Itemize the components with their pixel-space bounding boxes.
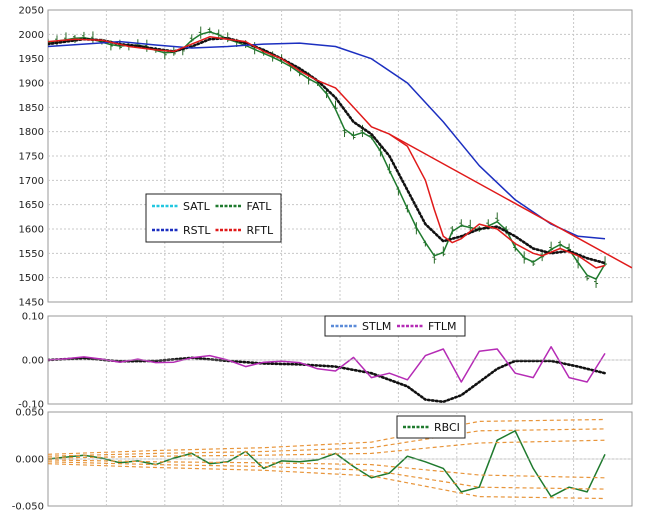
y-tick-label: 0.00 [22,356,44,367]
series-band-6 [48,463,606,500]
y-tick-label: 0.050 [15,408,44,419]
y-tick-label: 1550 [19,249,44,260]
y-tick-label: 1450 [19,298,44,309]
legend-box [145,193,282,243]
y-axis: 1450 1500 1550 1600 1650 1700 1750 1800 1850 1900… [19,6,632,309]
legend-rbci: RBCI [396,415,466,439]
legend-item: FTLM [397,320,456,333]
y-tick-label: -0.050 [12,502,44,513]
y-tick-label: 1700 [19,176,44,187]
series-band-4 [48,459,606,479]
series-SATL [48,36,607,265]
legend-box [396,415,466,439]
series-trend [389,133,632,269]
y-tick-label: 0.000 [15,455,44,466]
legend-label: FATL [247,200,273,213]
legend-box [324,315,466,337]
series-band-5 [48,418,606,455]
legend-label: STLM [362,320,391,333]
y-tick-label: 1950 [19,54,44,65]
panel-stlm: -0.10 0.00 0.10 STLM FTLM [18,312,633,411]
legend-label: RBCI [434,421,460,434]
legend-label: FTLM [428,320,456,333]
legend-label: SATL [183,200,211,213]
panel-price: 1450 1500 1550 1600 1650 1700 1750 1800 1850 1900… [19,6,633,309]
y-tick-label: 1850 [19,103,44,114]
legend-item: FATL [215,200,273,213]
y-tick-label: 0.10 [22,312,44,323]
legend-stlm: STLM FTLM [324,315,466,337]
series-RFTL [48,36,606,269]
series-FTLM [48,346,606,383]
y-tick-label: 1750 [19,152,44,163]
y-tick-label: 1500 [19,273,44,284]
legend-label: RFTL [247,224,274,237]
y-tick-label: 2000 [19,30,44,41]
legend-item: RFTL [215,224,274,237]
plot-area [48,346,632,404]
series-RSTL [48,40,606,240]
plot-area [48,418,632,500]
y-tick-label: 1600 [19,225,44,236]
y-tick-label: 1900 [19,79,44,90]
y-tick-label: 1650 [19,200,44,211]
series-band-1 [48,428,606,457]
legend-item: SATL [152,200,211,213]
legend-label: RSTL [183,224,211,237]
y-tick-label: -0.10 [18,400,44,411]
series-band-2 [48,461,606,490]
y-tick-label: 2050 [19,6,44,17]
series-band-3 [48,439,606,459]
legend-item: STLM [331,320,391,333]
legend-price: SATL FATL RSTL RFTL [145,193,282,243]
series-STLM [48,356,607,404]
plot-area [48,26,632,288]
legend-item: RBCI [403,421,460,434]
panel-rbci: -0.050 0.000 0.050 RBCI [12,408,633,513]
y-tick-label: 1800 [19,127,44,138]
legend-item: RSTL [152,224,211,237]
